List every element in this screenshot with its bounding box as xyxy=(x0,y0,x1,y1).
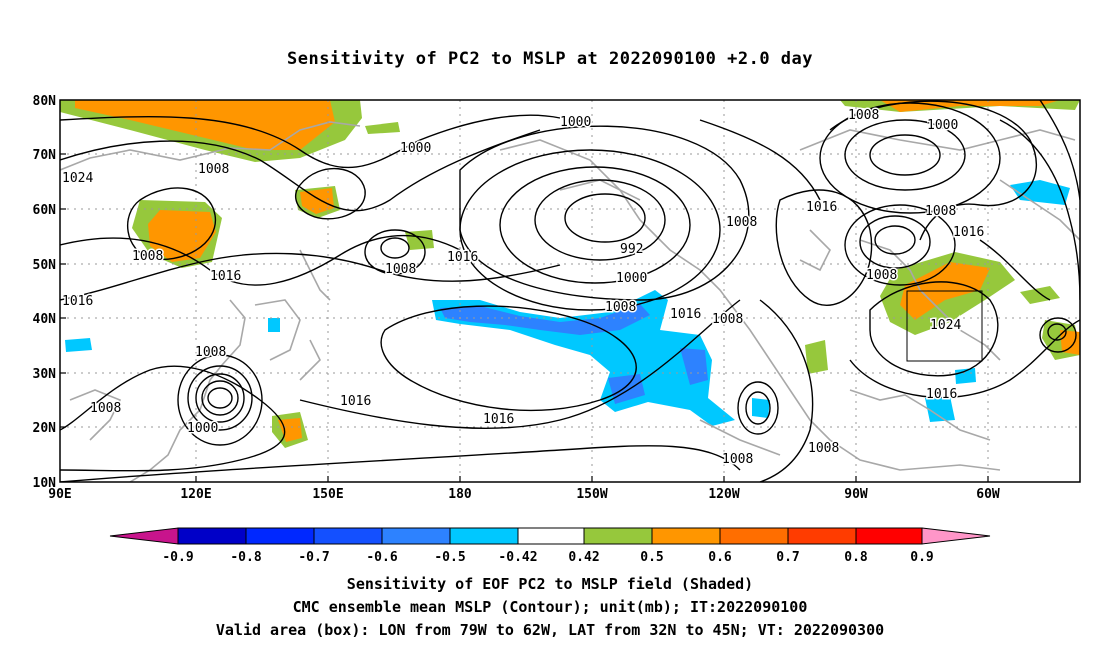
contour-label: 1000 xyxy=(560,115,591,130)
colorbar-left-arrow xyxy=(109,527,179,545)
colorbar-swatch xyxy=(583,527,653,545)
contour-label: 1024 xyxy=(62,171,93,186)
shade-negative xyxy=(268,318,280,332)
lon-label: 180 xyxy=(448,487,472,502)
contour-label: 1016 xyxy=(62,294,93,309)
lon-label: 150E xyxy=(312,487,343,502)
contour-label: 992 xyxy=(620,242,643,257)
colorbar-label: -0.42 xyxy=(498,550,537,565)
contour-label: 1008 xyxy=(385,262,416,277)
contour-label: 1016 xyxy=(447,250,478,265)
contour-label: 1000 xyxy=(400,141,431,156)
colorbar-swatch xyxy=(855,527,923,545)
contour-label: 1008 xyxy=(848,108,879,123)
colorbar-label: 0.9 xyxy=(910,550,933,565)
shade-negative xyxy=(925,396,955,422)
lon-label: 90E xyxy=(48,487,71,502)
shade-positive xyxy=(365,122,400,134)
axis-ticks xyxy=(60,153,989,482)
colorbar-label: 0.42 xyxy=(568,550,599,565)
caption-line-3: Valid area (box): LON from 79W to 62W, L… xyxy=(215,621,885,639)
plot-frame xyxy=(59,99,1081,483)
colorbar-label: -0.9 xyxy=(162,550,193,565)
contour-label: 1008 xyxy=(726,215,757,230)
shade-positive xyxy=(805,340,828,374)
colorbar-swatch xyxy=(245,527,315,545)
contour-label: 1016 xyxy=(953,225,984,240)
valid-area-box xyxy=(906,290,983,362)
colorbar-label: 0.7 xyxy=(776,550,799,565)
contour-label: 1000 xyxy=(927,118,958,133)
contour-label: 1008 xyxy=(90,401,121,416)
colorbar-swatch xyxy=(787,527,857,545)
caption-line-1: Sensitivity of EOF PC2 to MSLP field (Sh… xyxy=(346,575,754,593)
lat-label: 10N xyxy=(33,476,57,491)
shade-negative xyxy=(1010,180,1070,205)
latitude-labels: 80N 70N 60N 50N 40N 30N 20N 10N xyxy=(33,94,57,491)
contour-label: 1016 xyxy=(806,200,837,215)
lon-label: 150W xyxy=(576,487,607,502)
colorbar-swatch xyxy=(719,527,789,545)
contour-label: 1008 xyxy=(195,345,226,360)
shade-positive xyxy=(75,100,335,150)
lat-label: 60N xyxy=(33,203,57,218)
colorbar-labels: -0.9 -0.8 -0.7 -0.6 -0.5 -0.42 0.42 0.5 … xyxy=(162,550,933,565)
colorbar-swatch xyxy=(313,527,383,545)
contour-label: 1000 xyxy=(616,271,647,286)
contour-label: 1016 xyxy=(340,394,371,409)
contour-label: 1024 xyxy=(930,318,961,333)
contour-label: 1008 xyxy=(722,452,753,467)
colorbar-label: -0.7 xyxy=(298,550,329,565)
contour-label: 1016 xyxy=(210,269,241,284)
longitude-labels: 90E 120E 150E 180 150W 120W 90W 60W xyxy=(48,487,1000,502)
colorbar-swatch xyxy=(517,527,585,545)
colorbar-swatch xyxy=(177,527,247,545)
contour-labels: 1000 1000 1000 1008 1024 1008 1008 1016 … xyxy=(61,107,986,469)
colorbar-swatch xyxy=(449,527,519,545)
contour-label: 1008 xyxy=(712,312,743,327)
contour-label: 1016 xyxy=(670,307,701,322)
shade-positive xyxy=(1020,286,1060,304)
lat-label: 80N xyxy=(33,94,57,109)
shade-positive xyxy=(300,188,334,214)
lat-label: 40N xyxy=(33,312,57,327)
shade-negative xyxy=(65,338,92,352)
colorbar-label: 0.8 xyxy=(844,550,868,565)
colorbar-label: -0.6 xyxy=(366,550,397,565)
lon-label: 120E xyxy=(180,487,211,502)
shade-negative xyxy=(680,348,708,385)
map-title: Sensitivity of PC2 to MSLP at 2022090100… xyxy=(286,49,813,69)
contour-label: 1008 xyxy=(132,249,163,264)
lon-label: 60W xyxy=(976,487,1000,502)
contour-label: 1016 xyxy=(926,387,957,402)
colorbar xyxy=(109,527,991,545)
lat-label: 50N xyxy=(33,258,57,273)
lat-label: 70N xyxy=(33,148,57,163)
colorbar-label: 0.6 xyxy=(708,550,732,565)
colorbar-swatch xyxy=(381,527,451,545)
contour-label: 1008 xyxy=(198,162,229,177)
contour-label: 1016 xyxy=(483,412,514,427)
contour-label: 1000 xyxy=(187,421,218,436)
colorbar-label: -0.5 xyxy=(434,550,465,565)
mslp-contours xyxy=(60,100,1080,482)
contour-label: 1008 xyxy=(925,204,956,219)
contour-label: 1008 xyxy=(605,300,636,315)
shade-negative xyxy=(752,398,770,418)
colorbar-label: 0.5 xyxy=(640,550,663,565)
colorbar-label: -0.8 xyxy=(230,550,261,565)
colorbar-swatch xyxy=(651,527,721,545)
colorbar-right-arrow xyxy=(921,527,991,545)
contour-label: 1008 xyxy=(866,268,897,283)
shade-negative xyxy=(955,368,976,384)
caption-line-2: CMC ensemble mean MSLP (Contour); unit(m… xyxy=(292,598,808,616)
lat-label: 20N xyxy=(33,421,57,436)
lon-label: 120W xyxy=(708,487,739,502)
contour-label: 1008 xyxy=(808,441,839,456)
lon-label: 90W xyxy=(844,487,868,502)
lat-label: 30N xyxy=(33,367,57,382)
